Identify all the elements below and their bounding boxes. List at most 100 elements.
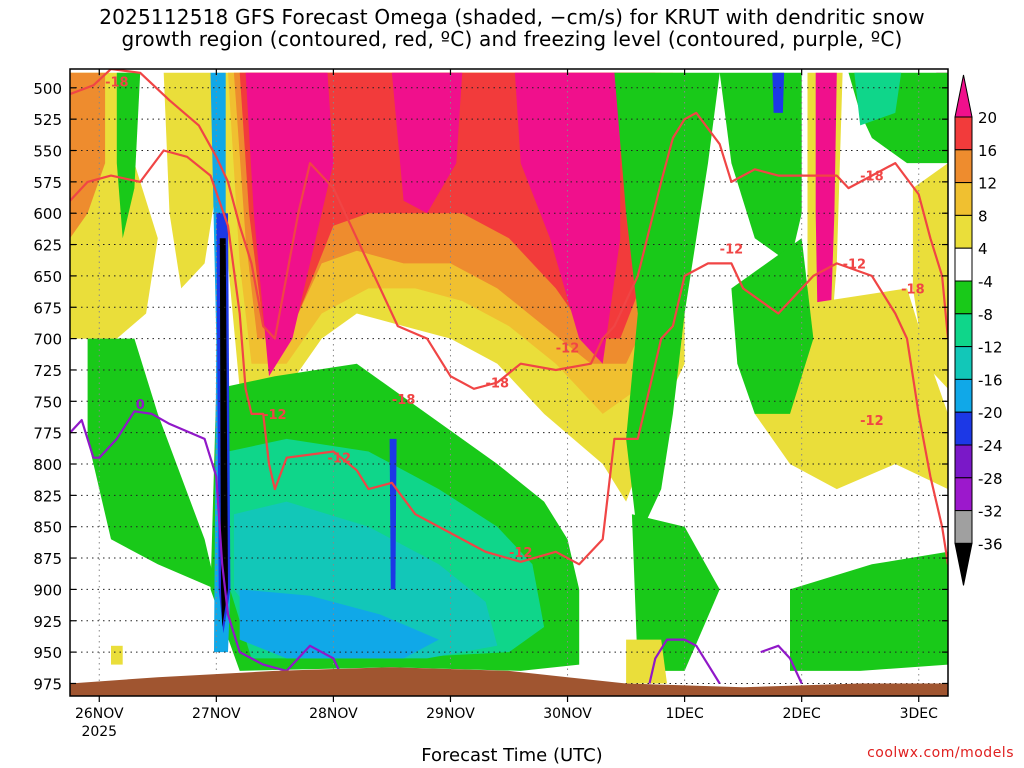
y-tick-label: 900: [33, 581, 62, 599]
omega-region: [163, 72, 217, 289]
colorbar-label: -4: [978, 273, 993, 291]
y-tick-label: 675: [33, 299, 62, 317]
x-tick-label: 28NOV: [309, 706, 358, 722]
y-tick-label: 850: [33, 519, 62, 537]
colorbar-segment: [954, 444, 973, 479]
colorbar-segment: [954, 214, 973, 249]
x-tick-label: 26NOV: [75, 706, 124, 722]
terrain-polygon: [70, 667, 948, 696]
omega-region: [626, 639, 667, 684]
contour-label: -12: [328, 452, 352, 467]
y-axis: 500 525 550 575 600 625 650 675 700 725 750 775 800 8…: [33, 80, 948, 693]
grid-lines: [70, 69, 948, 696]
contour-label: -12: [509, 546, 533, 561]
title-line-1: 2025112518 GFS Forecast Omega (shaded, −…: [99, 5, 925, 29]
colorbar: 20 16 12 8 4 -4 -8 -12 -16 -20 -24 -28 -32 -36: [954, 74, 1003, 586]
x-tick-label: 27NOV: [192, 706, 241, 722]
colorbar-label: -28: [978, 470, 1003, 488]
omega-region: [391, 72, 463, 214]
x-tick-label: 3DEC: [900, 706, 939, 722]
contour-label: -18: [392, 393, 416, 408]
contour-line: [70, 149, 948, 566]
y-tick-label: 500: [33, 80, 62, 98]
omega-region: [719, 72, 802, 264]
colorbar-label: -24: [978, 437, 1003, 455]
y-tick-label: 625: [33, 237, 62, 255]
chart-title: 2025112518 GFS Forecast Omega (shaded, −…: [0, 6, 1024, 50]
omega-region: [245, 72, 334, 377]
colorbar-top-arrow: [954, 74, 973, 118]
y-tick-label: 600: [33, 205, 62, 223]
colorbar-label: 20: [978, 109, 997, 127]
x-tick-label: 2DEC: [783, 706, 822, 722]
colorbar-segment: [954, 116, 973, 151]
contour-label: -12: [263, 408, 287, 423]
credit-link[interactable]: coolwx.com/models: [867, 745, 1014, 761]
omega-region: [70, 72, 106, 239]
omega-region: [790, 551, 948, 671]
year-label: 2025: [81, 724, 117, 740]
contour-label: -12: [556, 341, 580, 356]
colorbar-label: 12: [978, 175, 997, 193]
omega-region: [631, 514, 720, 671]
contour-line: [760, 644, 803, 684]
title-line-2: growth region (contoured, red, ºC) and f…: [121, 27, 903, 51]
contour-line: [70, 410, 347, 684]
y-tick-label: 525: [33, 111, 62, 129]
x-tick-label: 29NOV: [426, 706, 475, 722]
colorbar-label: -8: [978, 306, 993, 324]
colorbar-segment: [954, 510, 973, 544]
contour-label: -18: [105, 76, 129, 91]
x-axis: 26NOV 27NOV 28NOV 29NOV 30NOV 1DEC 2DEC 3DEC 202…: [75, 69, 938, 740]
y-tick-label: 925: [33, 613, 62, 631]
colorbar-segment: [954, 411, 973, 446]
omega-region: [854, 72, 902, 126]
x-tick-label: 30NOV: [543, 706, 592, 722]
colorbar-segment: [954, 378, 973, 413]
y-tick-label: 825: [33, 487, 62, 505]
x-axis-title: Forecast Time (UTC): [421, 745, 603, 766]
colorbar-label: -36: [978, 535, 1003, 553]
omega-region: [389, 438, 397, 590]
y-tick-label: 975: [33, 675, 62, 693]
omega-region: [239, 589, 439, 659]
colorbar-segment: [954, 182, 973, 216]
colorbar-segment: [954, 247, 973, 282]
colorbar-label: -16: [978, 371, 1003, 389]
omega-region: [772, 72, 785, 113]
colorbar-segment: [954, 149, 973, 184]
y-tick-label: 650: [33, 268, 62, 286]
y-tick-label: 775: [33, 425, 62, 443]
y-tick-label: 750: [33, 393, 62, 411]
y-tick-label: 700: [33, 331, 62, 349]
contour-label: -18: [901, 282, 925, 297]
colorbar-segment: [954, 346, 973, 380]
colorbar-segment: [954, 313, 973, 348]
colorbar-label: 4: [978, 240, 988, 258]
terrain-fill: [70, 667, 948, 696]
contour-label: -12: [720, 242, 744, 257]
y-tick-label: 575: [33, 174, 62, 192]
contour-line: [70, 69, 948, 390]
contour-label: 0: [136, 398, 145, 413]
contour-label: -18: [860, 170, 884, 185]
colorbar-segment: [954, 280, 973, 315]
omega-region: [912, 163, 948, 389]
contour-label: -18: [486, 377, 510, 392]
contour-lines: -18 -18 -18 -18 -18 -12 -12 -12 -12 -12 -12 -12 0: [70, 69, 948, 685]
colorbar-label: -20: [978, 404, 1003, 422]
y-tick-label: 725: [33, 362, 62, 380]
y-tick-label: 550: [33, 143, 62, 161]
colorbar-bottom-arrow: [954, 542, 973, 586]
omega-region: [731, 238, 814, 414]
omega-region: [111, 645, 123, 665]
x-tick-label: 1DEC: [665, 706, 704, 722]
colorbar-label: -32: [978, 503, 1003, 521]
omega-region: [116, 72, 141, 239]
contour-line: [648, 638, 721, 685]
contour-label: -12: [843, 257, 867, 272]
y-tick-label: 950: [33, 644, 62, 662]
plot-frame: [69, 68, 949, 697]
y-tick-label: 800: [33, 456, 62, 474]
